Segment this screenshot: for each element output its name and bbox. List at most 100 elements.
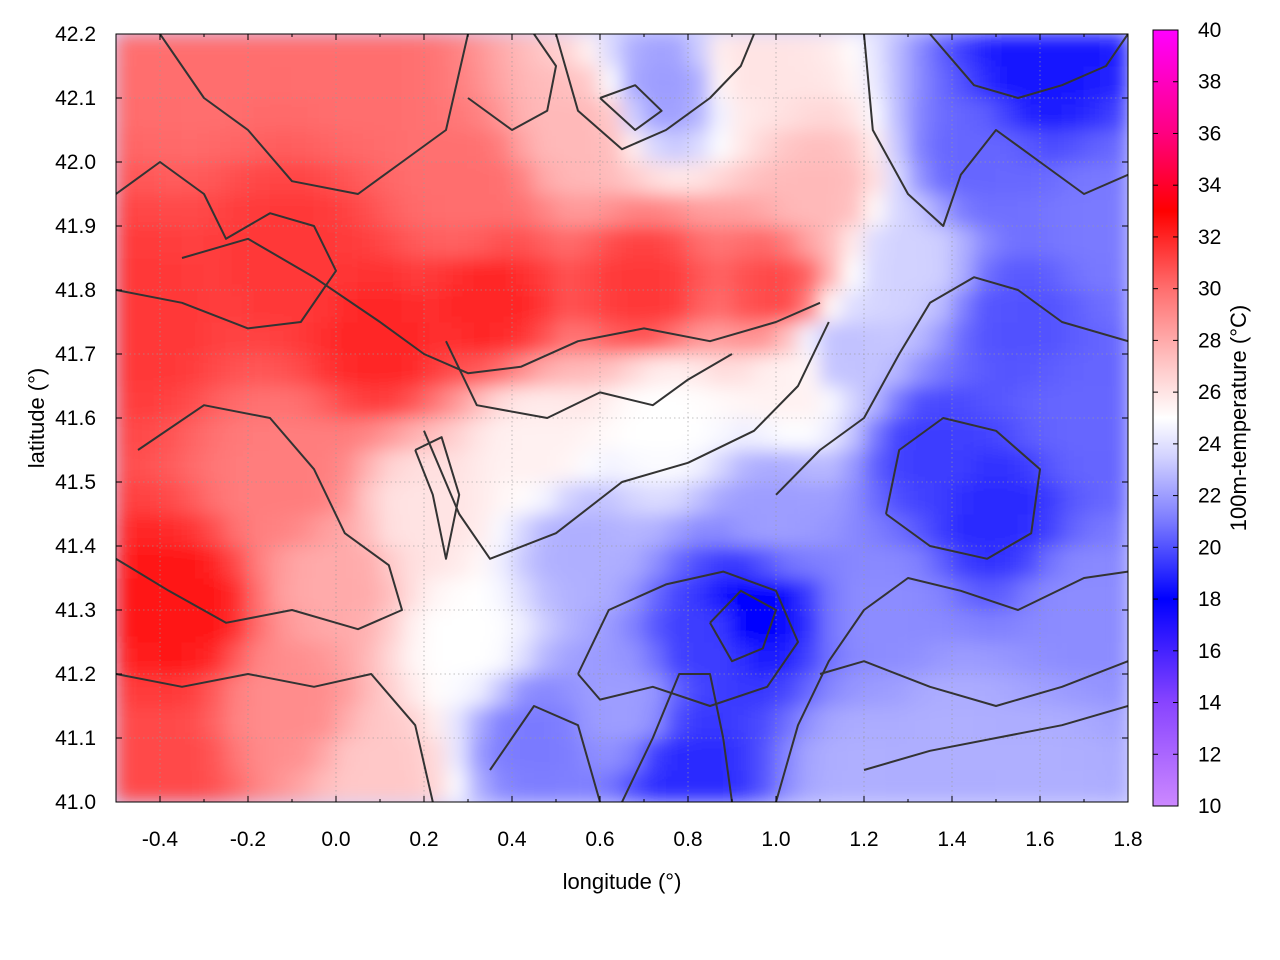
heatmap-cell bbox=[709, 417, 733, 451]
heatmap-cell bbox=[731, 257, 755, 291]
heatmap-cell bbox=[709, 129, 733, 163]
heatmap-cell bbox=[577, 65, 601, 99]
heatmap-cell bbox=[335, 225, 359, 259]
heatmap-cell bbox=[1039, 65, 1063, 99]
heatmap-cell bbox=[225, 609, 249, 643]
heatmap-cell bbox=[819, 257, 843, 291]
heatmap-cell bbox=[269, 481, 293, 515]
heatmap-cell bbox=[555, 193, 579, 227]
heatmap-cell bbox=[775, 577, 799, 611]
heatmap-cell bbox=[1061, 513, 1085, 547]
heatmap-cell bbox=[885, 193, 909, 227]
heatmap-cell bbox=[445, 161, 469, 195]
x-tick-label: 0.0 bbox=[321, 828, 350, 851]
heatmap-cell bbox=[709, 193, 733, 227]
heatmap-cell bbox=[995, 609, 1019, 643]
heatmap-cell bbox=[555, 353, 579, 387]
colorbar-tick-label: 32 bbox=[1198, 226, 1221, 249]
heatmap-cell bbox=[1039, 129, 1063, 163]
heatmap-cell bbox=[1083, 769, 1107, 802]
heatmap-cell bbox=[445, 673, 469, 707]
heatmap-cell bbox=[599, 34, 623, 67]
heatmap-cell bbox=[423, 449, 447, 483]
heatmap-cell bbox=[643, 641, 667, 675]
heatmap-cell bbox=[1039, 353, 1063, 387]
heatmap-cell bbox=[137, 193, 161, 227]
heatmap-cell bbox=[599, 449, 623, 483]
heatmap-cell bbox=[511, 417, 535, 451]
heatmap-cell bbox=[643, 545, 667, 579]
heatmap-cell bbox=[775, 225, 799, 259]
heatmap-cell bbox=[445, 705, 469, 739]
heatmap-cell bbox=[116, 705, 139, 739]
contour-line bbox=[159, 34, 469, 195]
heatmap-cell bbox=[269, 609, 293, 643]
x-tick-label: 0.4 bbox=[497, 828, 527, 851]
heatmap-cell bbox=[643, 161, 667, 195]
heatmap-cell bbox=[116, 609, 139, 643]
heatmap-cell bbox=[467, 417, 491, 451]
heatmap-cell bbox=[819, 353, 843, 387]
heatmap-cell bbox=[203, 769, 227, 802]
heatmap-cell bbox=[1017, 34, 1041, 67]
heatmap-cell bbox=[291, 321, 315, 355]
heatmap-cell bbox=[599, 97, 623, 131]
heatmap-cell bbox=[1017, 449, 1041, 483]
heatmap-cell bbox=[885, 321, 909, 355]
heatmap-cell bbox=[929, 161, 953, 195]
heatmap-cell bbox=[863, 161, 887, 195]
heatmap-cell bbox=[159, 97, 183, 131]
heatmap-cell bbox=[643, 673, 667, 707]
heatmap-cell bbox=[841, 545, 865, 579]
heatmap-cell bbox=[225, 97, 249, 131]
heatmap-cell bbox=[357, 577, 381, 611]
heatmap-cell bbox=[929, 289, 953, 323]
heatmap-cell bbox=[357, 289, 381, 323]
heatmap-cell bbox=[159, 481, 183, 515]
heatmap-cell bbox=[885, 577, 909, 611]
heatmap-cell bbox=[379, 545, 403, 579]
heatmap-cell bbox=[753, 545, 777, 579]
heatmap-cell bbox=[203, 545, 227, 579]
heatmap-cell bbox=[1039, 417, 1063, 451]
heatmap-cell bbox=[159, 353, 183, 387]
heatmap-cell bbox=[291, 97, 315, 131]
heatmap-cell bbox=[995, 161, 1019, 195]
heatmap-cell bbox=[291, 609, 315, 643]
heatmap-cell bbox=[225, 417, 249, 451]
heatmap-cell bbox=[753, 289, 777, 323]
heatmap-cell bbox=[423, 257, 447, 291]
heatmap-cell bbox=[445, 129, 469, 163]
heatmap-cell bbox=[511, 609, 535, 643]
heatmap-cell bbox=[423, 385, 447, 419]
heatmap-cell bbox=[181, 481, 205, 515]
heatmap-cell bbox=[841, 513, 865, 547]
heatmap-cell bbox=[489, 193, 513, 227]
heatmap-cell bbox=[291, 34, 315, 67]
heatmap-cell bbox=[929, 769, 953, 802]
heatmap-cell bbox=[797, 481, 821, 515]
heatmap-cell bbox=[599, 737, 623, 771]
heatmap-cell bbox=[357, 161, 381, 195]
heatmap-cell bbox=[1083, 577, 1107, 611]
heatmap-cell bbox=[841, 257, 865, 291]
heatmap-cell bbox=[467, 577, 491, 611]
x-axis-label: longitude (°) bbox=[563, 869, 682, 894]
heatmap-cell bbox=[445, 769, 469, 802]
heatmap-cell bbox=[753, 129, 777, 163]
y-tick-label: 41.9 bbox=[55, 215, 96, 238]
heatmap-cell bbox=[379, 385, 403, 419]
heatmap-cell bbox=[1061, 385, 1085, 419]
heatmap-cell bbox=[247, 705, 271, 739]
heatmap-cell bbox=[423, 161, 447, 195]
heatmap-cell bbox=[687, 385, 711, 419]
heatmap-cell bbox=[423, 97, 447, 131]
heatmap-cell bbox=[247, 129, 271, 163]
heatmap-cell bbox=[753, 65, 777, 99]
heatmap-cell bbox=[467, 353, 491, 387]
heatmap-cell bbox=[181, 641, 205, 675]
heatmap-cell bbox=[181, 705, 205, 739]
heatmap-cell bbox=[335, 641, 359, 675]
heatmap-cell bbox=[731, 641, 755, 675]
heatmap-cell bbox=[753, 161, 777, 195]
